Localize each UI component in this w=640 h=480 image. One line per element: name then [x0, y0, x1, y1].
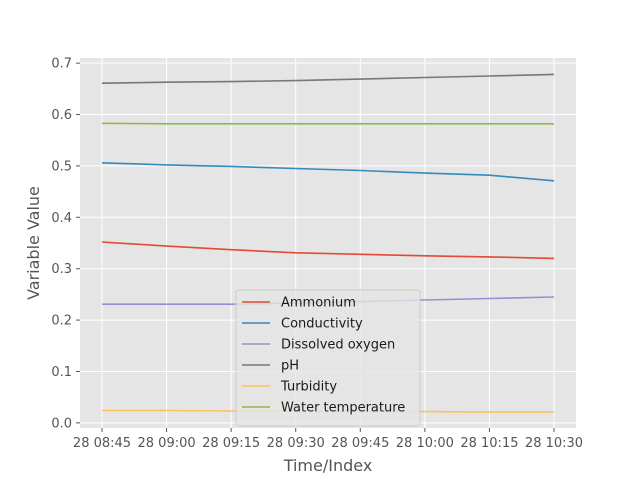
- legend: Ammonium Conductivity Dissolved oxygen pH Tu…: [235, 289, 421, 427]
- y-axis-label: Variable Value: [24, 186, 43, 300]
- series-line-water-temperature: [101, 122, 554, 125]
- legend-label-water-temperature: Water temperature: [281, 401, 405, 416]
- y-tick-label: 0.1: [51, 365, 72, 380]
- legend-label-ammonium: Ammonium: [281, 296, 356, 311]
- x-tick-label: 28 09:30: [267, 436, 325, 451]
- x-tick-label: 28 10:15: [460, 436, 518, 451]
- x-tick-label: 28 08:45: [73, 436, 131, 451]
- x-tick-label: 28 09:00: [138, 436, 196, 451]
- series-line-ammonium: [101, 241, 555, 260]
- y-tick-label: 0.4: [51, 211, 72, 226]
- y-tick-label: 0.5: [51, 159, 72, 174]
- legend-box: [235, 289, 421, 427]
- legend-label-conductivity: Conductivity: [281, 317, 363, 332]
- x-tick-label: 28 10:30: [525, 436, 583, 451]
- legend-label-dissolved-oxygen: Dissolved oxygen: [281, 338, 395, 353]
- y-tick-label: 0.2: [51, 314, 72, 329]
- x-tick-label: 28 09:15: [202, 436, 260, 451]
- axis-ticks: 0.0 0.1 0.2 0.3 0.4 0.5 0.6 0.7 28 08:45 28 09:00…: [51, 57, 583, 451]
- y-tick-label: 0.6: [51, 108, 72, 123]
- y-tick-label: 0.3: [51, 262, 72, 277]
- x-tick-label: 28 09:45: [331, 436, 389, 451]
- series-line-conductivity: [101, 162, 555, 182]
- legend-label-turbidity: Turbidity: [280, 380, 337, 395]
- x-tick-label: 28 10:00: [396, 436, 454, 451]
- legend-label-ph: pH: [281, 359, 299, 374]
- y-tick-label: 0.7: [51, 57, 72, 72]
- series-line-ph: [101, 73, 555, 84]
- x-axis-label: Time/Index: [283, 456, 373, 475]
- y-tick-label: 0.0: [51, 416, 72, 431]
